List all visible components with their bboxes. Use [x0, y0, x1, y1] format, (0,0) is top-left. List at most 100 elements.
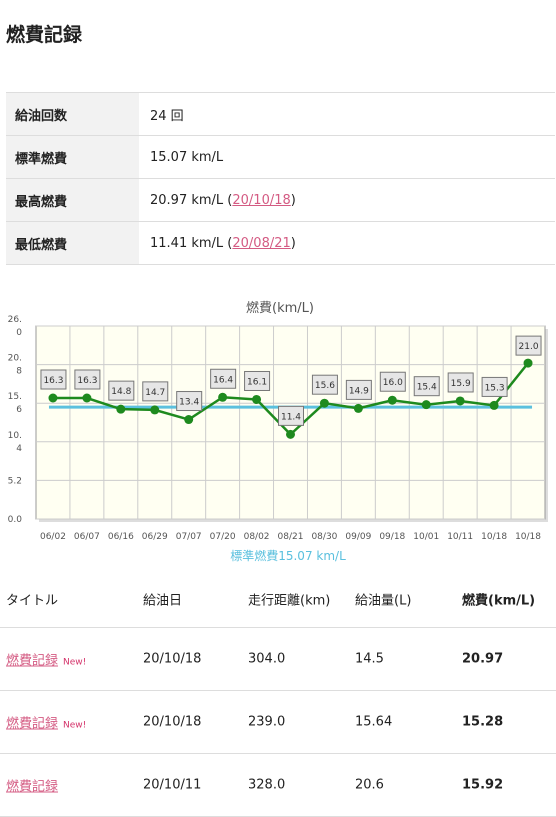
fuel-economy-chart: 燃費(km/L) 0.05.210.415.620.826.006/02 06/0… — [8, 300, 548, 563]
column-header-date: 給油日 — [143, 593, 183, 608]
data-point — [252, 394, 262, 404]
best-date-link[interactable]: 20/10/18 — [232, 192, 291, 208]
x-tick-label: 10/01 — [413, 532, 439, 542]
x-tick-label: 10/11 — [447, 532, 473, 542]
summary-table: 給油回数 24 回 標準燃費 15.07 km/L 最高燃費 20.97 km/… — [6, 92, 555, 265]
y-tick-label: 10. — [8, 431, 22, 441]
summary-value: 24 回 — [139, 92, 555, 136]
data-label-box — [515, 335, 542, 356]
column-header-distance: 走行距離(km) — [248, 593, 331, 608]
fuel-log-table: タイトル 給油日 走行距離(km) 給油量(L) 燃費(km/L) 燃費記録 Ne… — [0, 570, 556, 817]
y-tick-label: 0 — [16, 328, 22, 338]
data-label: 15.6 — [315, 381, 335, 391]
new-badge: New! — [63, 657, 87, 668]
table-row: 燃費記録 New! 20/10/18 239.0 15.64 15.28 — [0, 691, 556, 754]
x-tick-label: 08/30 — [311, 532, 337, 542]
summary-value-text: 11.41 km/L ( — [150, 235, 233, 251]
x-tick-label: 07/07 — [176, 532, 202, 542]
data-point — [82, 393, 92, 403]
data-label: 14.8 — [111, 387, 131, 397]
row-economy: 15.28 — [462, 714, 504, 730]
column-header-economy: 燃費(km/L) — [462, 593, 536, 608]
data-label-box — [244, 370, 271, 391]
new-badge: New! — [63, 720, 87, 731]
data-label-box — [40, 369, 67, 390]
row-title-cell: 燃費記録 New! — [6, 650, 86, 669]
data-point — [218, 392, 228, 402]
row-distance: 328.0 — [248, 777, 286, 793]
summary-value-text: 20.97 km/L ( — [150, 192, 233, 208]
row-title-cell: 燃費記録 New! — [6, 713, 86, 732]
summary-value: 11.41 km/L (20/08/21) — [139, 221, 555, 265]
y-tick-label: 0.0 — [8, 515, 23, 525]
data-label: 14.7 — [145, 388, 165, 398]
page-title: 燃費記録 — [6, 24, 83, 46]
y-tick-label: 15. — [8, 392, 22, 402]
x-tick-label: 07/20 — [210, 532, 236, 542]
column-header-title: タイトル — [6, 593, 59, 608]
data-label: 11.4 — [281, 412, 301, 422]
data-point — [489, 400, 499, 410]
data-label: 16.4 — [213, 375, 233, 385]
summary-row-worst: 最低燃費 11.41 km/L (20/08/21) — [6, 221, 555, 265]
y-tick-label: 5.2 — [8, 476, 22, 486]
data-label: 21.0 — [519, 342, 539, 352]
data-point — [353, 403, 363, 413]
record-title-link[interactable]: 燃費記録 — [6, 716, 59, 732]
row-fuel: 20.6 — [355, 777, 384, 793]
x-tick-label: 06/29 — [142, 532, 168, 542]
summary-row-best: 最高燃費 20.97 km/L (20/10/18) — [6, 178, 555, 222]
data-label: 16.3 — [77, 376, 97, 386]
data-point — [184, 415, 194, 425]
data-label-box — [345, 379, 372, 400]
row-fuel: 14.5 — [355, 651, 384, 667]
data-label-box — [210, 368, 237, 389]
data-label: 16.3 — [43, 376, 63, 386]
x-tick-label: 08/21 — [278, 532, 304, 542]
table-row: 燃費記録 New! 20/10/18 304.0 14.5 20.97 — [0, 628, 556, 691]
data-point — [116, 404, 126, 414]
summary-label: 給油回数 — [6, 92, 139, 136]
summary-label: 最高燃費 — [6, 178, 139, 222]
summary-suffix: ) — [290, 192, 296, 208]
reference-line-label: 標準燃費15.07 km/L — [230, 548, 346, 563]
data-point — [286, 429, 295, 439]
column-header-fuel: 給油量(L) — [355, 593, 412, 608]
data-label-box — [142, 381, 169, 402]
data-label-box — [108, 380, 135, 401]
row-economy: 15.92 — [462, 777, 504, 793]
data-label: 15.3 — [485, 383, 505, 393]
x-tick-label: 06/16 — [108, 532, 134, 542]
data-label: 16.0 — [383, 378, 403, 388]
data-label-box — [413, 376, 440, 397]
summary-label: 最低燃費 — [6, 221, 139, 265]
table-header: タイトル 給油日 走行距離(km) 給油量(L) 燃費(km/L) — [0, 570, 556, 628]
data-label-box — [311, 374, 338, 395]
record-title-link[interactable]: 燃費記録 — [6, 653, 59, 669]
x-tick-label: 06/07 — [74, 532, 100, 542]
data-label-box — [447, 372, 474, 393]
table-row: 燃費記録 20/10/11 328.0 20.6 15.92 — [0, 754, 556, 817]
summary-value: 20.97 km/L (20/10/18) — [139, 178, 555, 222]
y-tick-label: 20. — [8, 354, 22, 364]
row-fuel: 15.64 — [355, 714, 393, 730]
worst-date-link[interactable]: 20/08/21 — [232, 235, 291, 251]
x-tick-label: 10/18 — [481, 532, 507, 542]
row-title-cell: 燃費記録 — [6, 776, 63, 795]
row-economy: 20.97 — [462, 651, 504, 667]
x-tick-label: 09/09 — [345, 532, 371, 542]
data-point — [421, 400, 431, 410]
data-label: 13.4 — [179, 398, 199, 408]
x-tick-label: 09/18 — [379, 532, 405, 542]
y-tick-label: 8 — [16, 367, 22, 377]
row-date: 20/10/18 — [143, 651, 202, 667]
y-tick-label: 4 — [16, 444, 22, 454]
data-label-box — [176, 391, 203, 412]
data-point — [150, 405, 160, 415]
data-label: 15.9 — [451, 379, 471, 389]
data-point — [319, 398, 329, 408]
data-point — [387, 395, 397, 405]
summary-row-standard: 標準燃費 15.07 km/L — [6, 135, 555, 179]
record-title-link[interactable]: 燃費記録 — [6, 779, 59, 795]
summary-label: 標準燃費 — [6, 135, 139, 179]
